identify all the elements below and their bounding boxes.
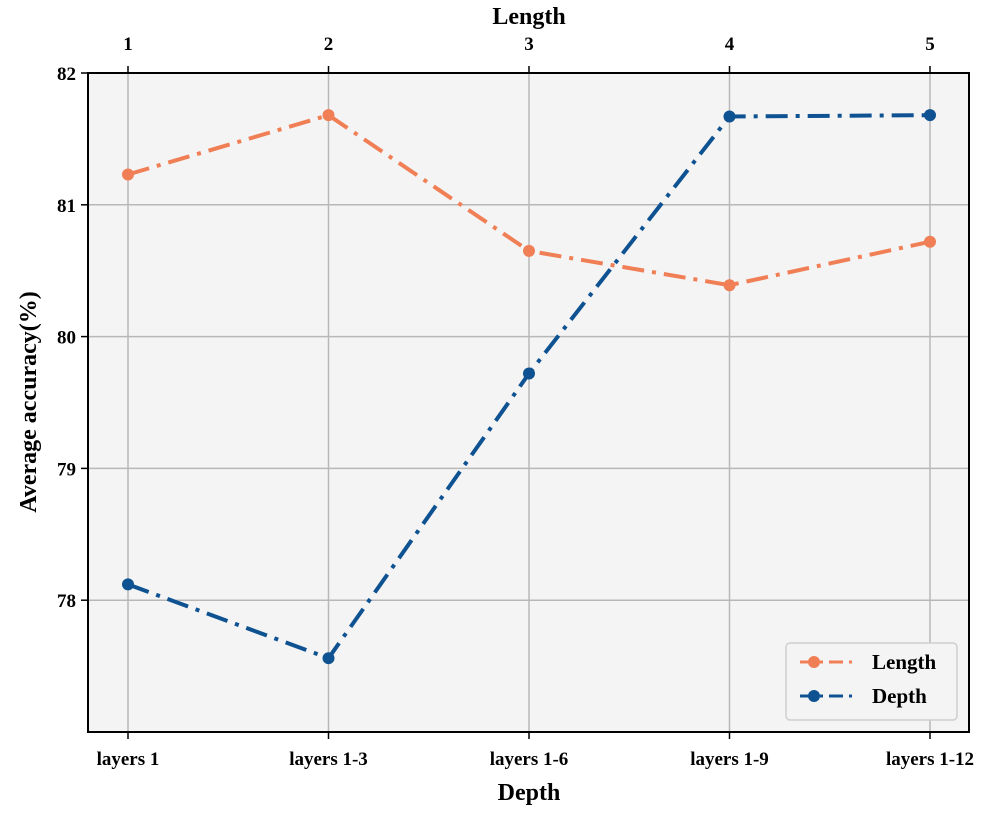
top-tick-label: 5 [925, 34, 935, 55]
data-point-length [523, 244, 535, 257]
x-tick-label: layers 1-12 [886, 749, 974, 770]
data-point-length [322, 109, 335, 122]
legend-marker-depth [808, 690, 820, 702]
data-point-depth [723, 110, 736, 123]
x-tick-label: layers 1 [97, 749, 160, 770]
y-axis-title: Average accuracy(%) [16, 291, 42, 512]
top-tick-label: 1 [123, 34, 133, 55]
legend-label-depth: Depth [872, 684, 927, 708]
data-point-depth [924, 109, 936, 122]
data-point-depth [122, 578, 134, 591]
top-tick-label: 3 [524, 34, 534, 55]
legend: Length Depth [785, 642, 958, 721]
top-tick-label: 2 [324, 34, 334, 55]
legend-label-length: Length [872, 650, 937, 674]
y-tick-label: 79 [57, 459, 76, 480]
y-tick-label: 81 [57, 196, 76, 217]
x-tick-label: layers 1-9 [690, 749, 769, 770]
y-tick-label: 78 [57, 591, 76, 612]
top-axis-title: Length [492, 4, 565, 30]
data-point-length [924, 235, 936, 248]
series-layer [122, 109, 936, 665]
data-point-depth [523, 367, 535, 380]
x-axis-title: Depth [498, 780, 561, 806]
y-tick-label: 82 [57, 64, 76, 85]
x-tick-label: layers 1-3 [289, 749, 368, 770]
ticks: layers 1 layers 1-3 layers 1-6 layers 1-9 la… [57, 34, 974, 770]
legend-box [785, 642, 958, 721]
data-point-length [122, 168, 134, 181]
x-tick-label: layers 1-6 [490, 749, 569, 770]
legend-marker-length [808, 656, 820, 668]
data-point-depth [322, 652, 335, 665]
top-tick-label: 4 [725, 34, 735, 55]
data-point-length [723, 279, 736, 292]
y-tick-label: 80 [57, 328, 76, 349]
